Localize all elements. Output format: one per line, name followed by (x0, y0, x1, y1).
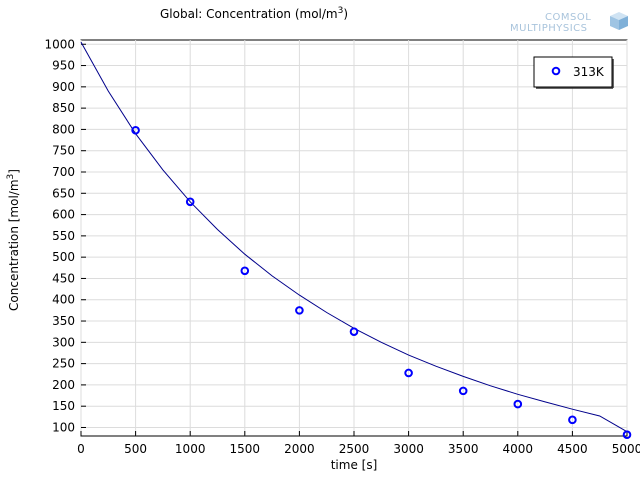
y-axis: 100 150 200 250 300 350 400 450 500 550 600 650 700 7… (44, 37, 86, 434)
y-tick-label: 400 (52, 293, 75, 307)
y-tick-label: 750 (52, 144, 75, 158)
x-tick-label: 1500 (230, 442, 261, 456)
y-tick-label: 650 (52, 186, 75, 200)
y-tick-label: 200 (52, 378, 75, 392)
x-tick-label: 500 (124, 442, 147, 456)
logo-line-1: COMSOL (545, 12, 591, 23)
data-point (404, 368, 413, 378)
legend-marker-313k (551, 66, 561, 76)
data-point (240, 266, 250, 276)
chart-title: Global: Concentration (mol/m3) (160, 6, 348, 21)
y-tick-label: 700 (52, 165, 75, 179)
y-tick-label: 300 (52, 335, 75, 349)
x-axis: 0 500 1000 1500 2000 2500 3000 3500 4000 4500 5000 (77, 431, 640, 456)
data-point (458, 386, 468, 396)
x-tick-label: 4000 (503, 442, 534, 456)
data-point (185, 197, 195, 207)
comsol-logo: COMSOL MULTIPHYSICS (510, 12, 628, 34)
data-point (568, 415, 577, 425)
y-tick-label: 150 (52, 399, 75, 413)
data-point (513, 399, 523, 409)
logo-line-2: MULTIPHYSICS (510, 23, 587, 34)
y-tick-label: 100 (52, 420, 75, 434)
data-point (349, 327, 359, 336)
legend-label-313k: 313K (573, 65, 605, 79)
y-tick-label: 450 (52, 271, 75, 285)
y-axis-title: Concentration [mol/m3] (6, 169, 21, 311)
x-tick-label: 0 (77, 442, 85, 456)
y-tick-label: 600 (52, 208, 75, 222)
legend: 313K (533, 56, 614, 89)
y-tick-label: 850 (52, 101, 75, 115)
y-tick-label: 500 (52, 250, 75, 264)
x-tick-label: 1000 (175, 442, 206, 456)
y-tick-label: 1000 (44, 37, 75, 51)
x-tick-label: 3000 (393, 442, 424, 456)
y-tick-label: 950 (52, 59, 75, 73)
data-point (295, 306, 304, 315)
x-axis-title: time [s] (331, 458, 378, 472)
data-point (622, 430, 632, 440)
data-point (131, 125, 140, 135)
x-tick-label: 3500 (448, 442, 479, 456)
y-tick-label: 250 (52, 357, 75, 371)
legend-box (533, 56, 613, 88)
y-tick-label: 900 (52, 80, 75, 94)
x-tick-label: 5000 (612, 442, 640, 456)
data-markers (131, 125, 632, 440)
grid (80, 40, 628, 436)
y-tick-label: 800 (52, 122, 75, 136)
cube-icon (610, 12, 628, 30)
y-tick-label: 350 (52, 314, 75, 328)
y-tick-label: 550 (52, 229, 75, 243)
x-tick-label: 2500 (339, 442, 370, 456)
x-tick-label: 2000 (284, 442, 315, 456)
x-tick-label: 4500 (557, 442, 588, 456)
